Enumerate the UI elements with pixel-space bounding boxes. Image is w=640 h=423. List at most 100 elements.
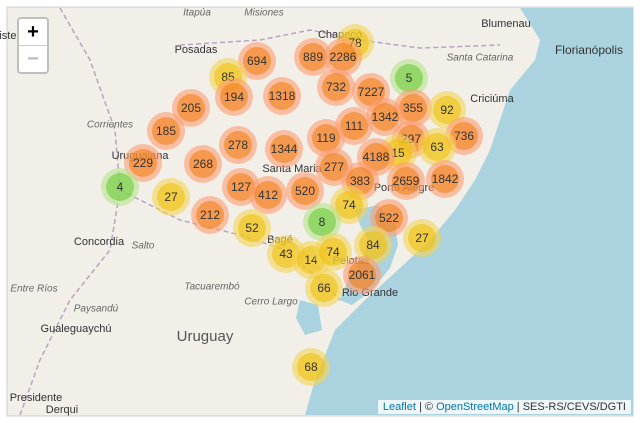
cluster-core xyxy=(362,143,390,171)
place-label: Concordia xyxy=(74,236,125,248)
cluster-count: 277 xyxy=(324,160,344,174)
cluster-core xyxy=(299,43,327,71)
cluster-count: 8 xyxy=(319,215,326,229)
attribution: Leaflet | © OpenStreetMap | SES-RS/CEVS/… xyxy=(377,400,631,414)
cluster-count: 889 xyxy=(303,50,323,64)
cluster-core xyxy=(322,73,350,101)
cluster-count: 1318 xyxy=(269,89,296,103)
cluster-core xyxy=(227,173,255,201)
cluster-count: 43 xyxy=(279,247,293,261)
cluster-marker[interactable]: 52 xyxy=(233,209,271,247)
cluster-marker[interactable]: 185 xyxy=(147,112,185,150)
place-label: Misiones xyxy=(244,8,283,19)
cluster-marker[interactable]: 5 xyxy=(390,59,428,97)
cluster-core xyxy=(238,214,266,242)
cluster-marker[interactable]: 74 xyxy=(330,186,368,224)
cluster-core xyxy=(106,173,134,201)
cluster-count: 185 xyxy=(156,124,176,138)
cluster-marker[interactable]: 119 xyxy=(307,119,345,157)
cluster-marker[interactable]: 694 xyxy=(238,42,276,80)
cluster-count: 63 xyxy=(430,140,444,154)
cluster-marker[interactable]: 74 xyxy=(314,233,352,271)
cluster-core xyxy=(340,112,368,140)
cluster-core xyxy=(189,150,217,178)
cluster-core xyxy=(392,167,420,195)
cluster-marker[interactable]: 66 xyxy=(305,269,343,307)
cluster-core xyxy=(357,78,385,106)
cluster-count: 27 xyxy=(164,190,178,204)
cluster-core xyxy=(359,231,387,259)
cluster-count: 736 xyxy=(454,129,474,143)
cluster-core xyxy=(433,96,461,124)
cluster-marker[interactable]: 1318 xyxy=(263,77,301,115)
place-label: Gualeguaychú xyxy=(41,323,112,335)
cluster-count: 4188 xyxy=(363,150,390,164)
cluster-marker[interactable]: 732 xyxy=(317,68,355,106)
cluster-count: 74 xyxy=(342,198,356,212)
cluster-marker[interactable]: 4 xyxy=(101,168,139,206)
place-label: Florianópolis xyxy=(555,43,623,57)
cluster-count: 14 xyxy=(304,253,318,267)
cluster-core xyxy=(319,238,347,266)
cluster-marker[interactable]: 63 xyxy=(418,128,456,166)
cluster-count: 229 xyxy=(133,156,153,170)
cluster-marker[interactable]: 1842 xyxy=(426,160,464,198)
place-label: Itapúa xyxy=(183,8,211,19)
cluster-core xyxy=(308,208,336,236)
cluster-count: 694 xyxy=(247,54,267,68)
cluster-marker[interactable]: 229 xyxy=(124,144,162,182)
cluster-marker[interactable]: 4188 xyxy=(357,138,395,176)
ocean xyxy=(305,8,633,415)
osm-link[interactable]: OpenStreetMap xyxy=(436,401,514,413)
cluster-count: 111 xyxy=(345,119,364,133)
cluster-count: 119 xyxy=(316,131,335,145)
cluster-count: 74 xyxy=(326,245,340,259)
cluster-core xyxy=(348,261,376,289)
cluster-marker[interactable]: 412 xyxy=(249,176,287,214)
cluster-core xyxy=(254,181,282,209)
cluster-count: 732 xyxy=(326,80,346,94)
cluster-core xyxy=(423,133,451,161)
place-label: Blumenau xyxy=(481,18,531,30)
cluster-core xyxy=(320,153,348,181)
cluster-marker[interactable]: 84 xyxy=(354,226,392,264)
cluster-count: 268 xyxy=(193,157,213,171)
zoom-in[interactable]: + xyxy=(27,21,39,43)
cluster-count: 92 xyxy=(440,103,454,117)
cluster-marker[interactable]: 8 xyxy=(303,203,341,241)
lake xyxy=(296,300,322,335)
cluster-marker[interactable]: 212 xyxy=(191,196,229,234)
leaflet-link[interactable]: Leaflet xyxy=(382,401,416,413)
zoom-out[interactable]: − xyxy=(19,45,47,72)
cluster-marker[interactable]: 1344 xyxy=(265,130,303,168)
cluster-count: 84 xyxy=(366,238,380,252)
cluster-marker[interactable]: 205 xyxy=(172,89,210,127)
cluster-marker[interactable]: 520 xyxy=(286,172,324,210)
cluster-count: 68 xyxy=(304,360,318,374)
cluster-marker[interactable]: 27 xyxy=(152,178,190,216)
cluster-count: 27 xyxy=(415,231,429,245)
cluster-count: 1342 xyxy=(372,110,399,124)
cluster-marker[interactable]: 27 xyxy=(403,219,441,257)
cluster-marker[interactable]: 2286 xyxy=(324,38,362,76)
cluster-marker[interactable]: 278 xyxy=(219,126,257,164)
cluster-core xyxy=(157,183,185,211)
cluster-core xyxy=(408,224,436,252)
cluster-count: 355 xyxy=(403,101,423,115)
cluster-marker[interactable]: 2659 xyxy=(387,162,425,200)
cluster-marker[interactable]: 68 xyxy=(292,348,330,386)
cluster-count: 383 xyxy=(350,174,370,188)
cluster-count: 52 xyxy=(245,221,259,235)
cluster-marker[interactable]: 194 xyxy=(215,78,253,116)
cluster-marker[interactable]: 2061 xyxy=(343,256,381,294)
cluster-marker[interactable]: 268 xyxy=(184,145,222,183)
cluster-count: 205 xyxy=(181,101,201,115)
cluster-marker[interactable]: 889 xyxy=(294,38,332,76)
place-label: Paysandú xyxy=(74,304,119,315)
place-label: Cerro Largo xyxy=(244,297,298,308)
cluster-core xyxy=(395,64,423,92)
cluster-core xyxy=(399,94,427,122)
cluster-marker[interactable]: 1342 xyxy=(366,98,404,136)
cluster-core xyxy=(268,82,296,110)
